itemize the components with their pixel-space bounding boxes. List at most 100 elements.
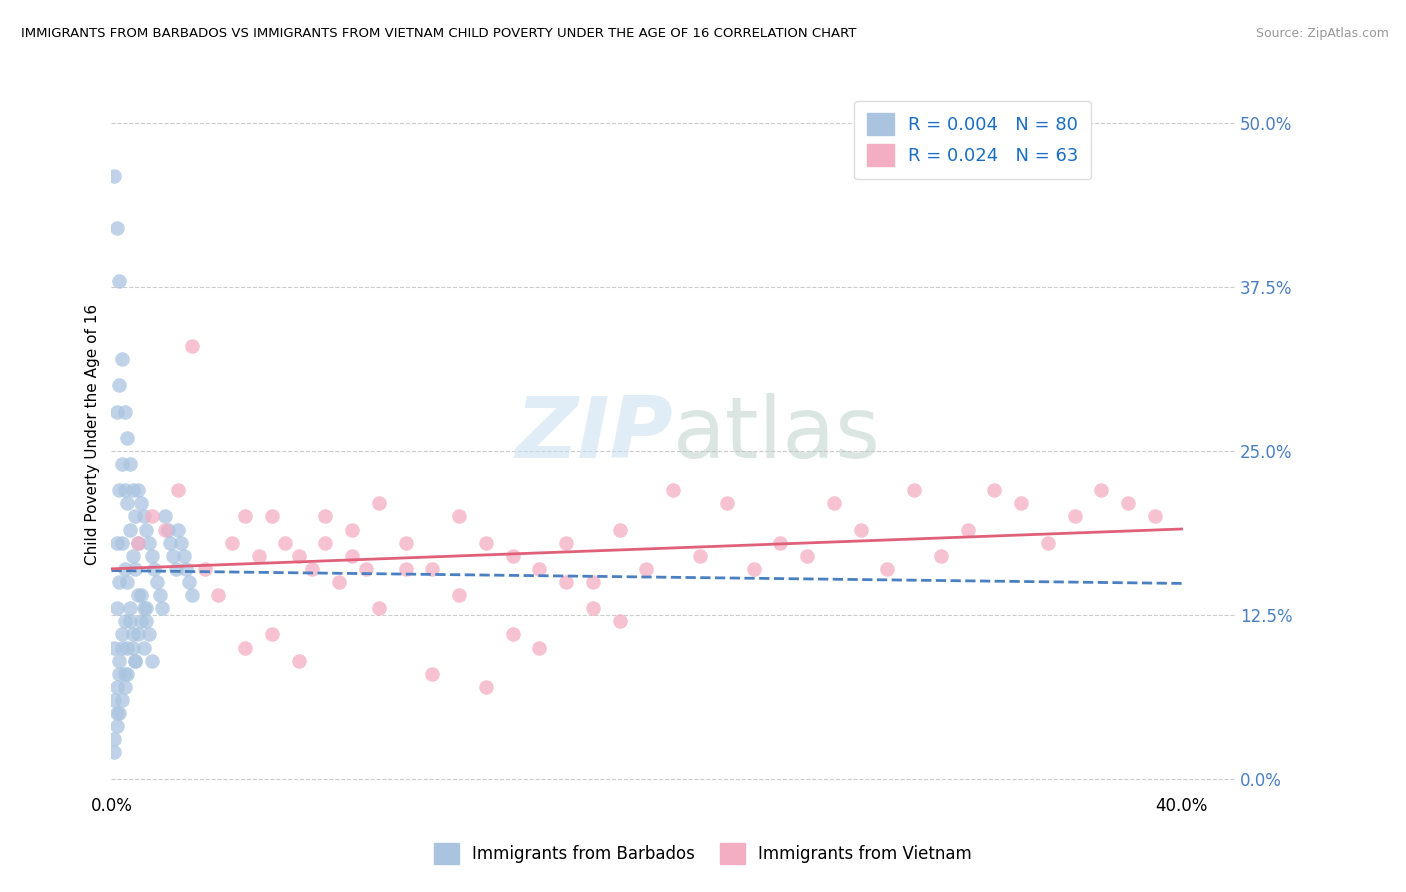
Point <box>111 640 134 655</box>
Point <box>340 523 363 537</box>
Point <box>153 509 176 524</box>
Point <box>103 732 125 747</box>
Point <box>129 496 152 510</box>
Point <box>1143 509 1166 524</box>
Point <box>180 339 202 353</box>
Point <box>165 562 187 576</box>
Point <box>287 654 309 668</box>
Point <box>449 509 471 524</box>
Point <box>117 431 139 445</box>
Point <box>207 588 229 602</box>
Point <box>120 457 142 471</box>
Point <box>314 535 336 549</box>
Point <box>354 562 377 576</box>
Point <box>247 549 270 563</box>
Point <box>146 574 169 589</box>
Text: ZIP: ZIP <box>516 393 673 476</box>
Point <box>108 654 131 668</box>
Point <box>121 549 143 563</box>
Point <box>103 693 125 707</box>
Point <box>876 562 898 576</box>
Legend: R = 0.004   N = 80, R = 0.024   N = 63: R = 0.004 N = 80, R = 0.024 N = 63 <box>853 101 1091 179</box>
Point <box>117 496 139 510</box>
Point <box>1063 509 1085 524</box>
Point <box>221 535 243 549</box>
Point <box>120 615 142 629</box>
Point <box>233 640 256 655</box>
Point <box>114 615 136 629</box>
Point <box>956 523 979 537</box>
Point <box>114 666 136 681</box>
Point <box>108 666 131 681</box>
Point <box>582 574 605 589</box>
Point <box>103 640 125 655</box>
Point <box>903 483 925 498</box>
Point <box>555 535 578 549</box>
Point <box>159 535 181 549</box>
Point <box>314 509 336 524</box>
Point <box>716 496 738 510</box>
Point <box>502 549 524 563</box>
Text: Source: ZipAtlas.com: Source: ZipAtlas.com <box>1256 27 1389 40</box>
Point <box>121 483 143 498</box>
Point <box>609 523 631 537</box>
Point <box>111 627 134 641</box>
Y-axis label: Child Poverty Under the Age of 16: Child Poverty Under the Age of 16 <box>86 304 100 566</box>
Point <box>138 627 160 641</box>
Text: IMMIGRANTS FROM BARBADOS VS IMMIGRANTS FROM VIETNAM CHILD POVERTY UNDER THE AGE : IMMIGRANTS FROM BARBADOS VS IMMIGRANTS F… <box>21 27 856 40</box>
Point <box>103 745 125 759</box>
Point <box>141 654 163 668</box>
Point <box>395 562 418 576</box>
Point <box>141 549 163 563</box>
Point <box>108 483 131 498</box>
Point <box>983 483 1005 498</box>
Point <box>120 601 142 615</box>
Point <box>105 680 128 694</box>
Point <box>260 627 283 641</box>
Point <box>233 509 256 524</box>
Point <box>742 562 765 576</box>
Point <box>111 352 134 367</box>
Point <box>301 562 323 576</box>
Point <box>475 535 498 549</box>
Point <box>475 680 498 694</box>
Point <box>173 549 195 563</box>
Point <box>129 615 152 629</box>
Point <box>121 627 143 641</box>
Point <box>167 483 190 498</box>
Point <box>127 535 149 549</box>
Point <box>135 523 157 537</box>
Point <box>105 404 128 418</box>
Point <box>176 562 198 576</box>
Point <box>132 601 155 615</box>
Point <box>340 549 363 563</box>
Point <box>111 535 134 549</box>
Point <box>124 562 146 576</box>
Point <box>156 523 179 537</box>
Point <box>1090 483 1112 498</box>
Point <box>117 640 139 655</box>
Point <box>170 535 193 549</box>
Point <box>529 562 551 576</box>
Point <box>769 535 792 549</box>
Point <box>368 496 391 510</box>
Point <box>114 680 136 694</box>
Point <box>368 601 391 615</box>
Point <box>177 574 200 589</box>
Point <box>138 535 160 549</box>
Point <box>180 588 202 602</box>
Point <box>502 627 524 641</box>
Point <box>105 706 128 720</box>
Point <box>153 523 176 537</box>
Point <box>124 509 146 524</box>
Point <box>124 654 146 668</box>
Point <box>132 640 155 655</box>
Point <box>108 378 131 392</box>
Point <box>662 483 685 498</box>
Point <box>167 523 190 537</box>
Point <box>114 483 136 498</box>
Point <box>150 601 173 615</box>
Point <box>422 666 444 681</box>
Point <box>609 615 631 629</box>
Point <box>127 588 149 602</box>
